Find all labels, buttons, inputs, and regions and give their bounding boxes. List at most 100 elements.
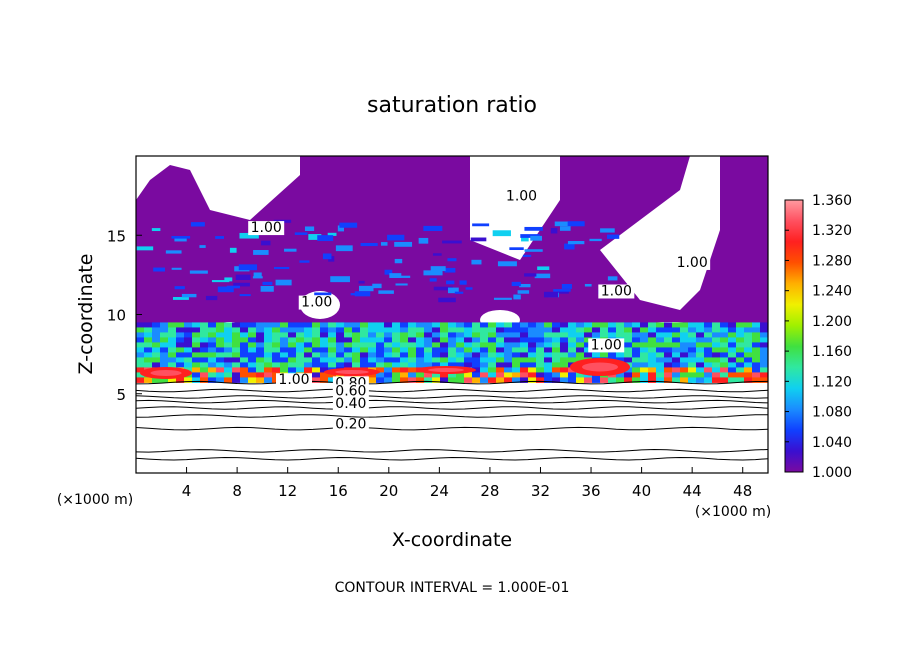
field-cell <box>560 377 569 383</box>
field-streak <box>459 280 467 285</box>
field-cell <box>632 347 641 353</box>
field-cell <box>248 327 257 333</box>
field-cell <box>160 352 169 358</box>
field-cell <box>736 337 745 343</box>
field-cell <box>224 342 233 348</box>
field-streak <box>172 297 189 300</box>
field-cell <box>720 352 729 358</box>
field-cell <box>440 327 449 333</box>
field-cell <box>488 367 497 373</box>
field-cell <box>440 372 449 378</box>
field-cell <box>696 342 705 348</box>
field-streak <box>444 267 456 273</box>
field-cell <box>264 357 273 363</box>
field-cell <box>520 372 529 378</box>
field-cell <box>560 347 569 353</box>
field-cell <box>632 377 641 383</box>
contour-label: 0.60 <box>335 383 366 399</box>
field-cell <box>528 377 537 383</box>
field-cell <box>752 342 761 348</box>
field-cell <box>672 352 681 358</box>
field-cell <box>248 342 257 348</box>
field-cell <box>464 357 473 363</box>
field-cell <box>400 347 409 353</box>
field-cell <box>184 347 193 353</box>
field-cell <box>560 352 569 358</box>
field-cell <box>512 337 521 343</box>
field-cell <box>280 342 289 348</box>
field-cell <box>544 367 553 373</box>
field-cell <box>416 322 425 328</box>
field-cell <box>552 342 561 348</box>
field-cell <box>480 332 489 338</box>
field-cell <box>680 347 689 353</box>
field-cell <box>376 367 385 373</box>
field-cell <box>520 342 529 348</box>
field-cell <box>432 342 441 348</box>
field-cell <box>168 342 177 348</box>
field-streak <box>423 270 443 276</box>
field-cell <box>296 352 305 358</box>
field-cell <box>192 357 201 363</box>
x-tick-label: 24 <box>430 482 449 500</box>
colorbar-tick-label: 1.120 <box>812 374 852 390</box>
field-streak <box>554 221 572 227</box>
field-cell <box>600 322 609 328</box>
field-cell <box>360 347 369 353</box>
field-cell <box>744 367 753 373</box>
field-cell <box>536 332 545 338</box>
field-cell <box>512 362 521 368</box>
contour-label: 1.00 <box>251 220 282 236</box>
field-cell <box>568 372 577 378</box>
field-cell <box>248 372 257 378</box>
field-cell <box>416 357 425 363</box>
field-streak <box>394 258 403 264</box>
field-cell <box>152 357 161 363</box>
field-cell <box>552 367 561 373</box>
field-streak <box>275 279 292 286</box>
field-cell <box>504 352 513 358</box>
field-cell <box>432 362 441 368</box>
field-cell <box>496 352 505 358</box>
field-cell <box>360 327 369 333</box>
field-cell <box>384 367 393 373</box>
field-streak <box>524 273 537 277</box>
field-cell <box>152 337 161 343</box>
field-cell <box>608 322 617 328</box>
field-streak <box>224 277 233 282</box>
field-cell <box>600 352 609 358</box>
field-cell <box>184 322 193 328</box>
field-cell <box>672 332 681 338</box>
field-cell <box>432 357 441 363</box>
field-cell <box>320 337 329 343</box>
field-cell <box>728 322 737 328</box>
field-cell <box>168 322 177 328</box>
field-cell <box>568 342 577 348</box>
field-cell <box>464 372 473 378</box>
field-cell <box>416 377 425 383</box>
field-cell <box>720 372 729 378</box>
field-cell <box>760 372 768 378</box>
field-cell <box>624 332 633 338</box>
field-cell <box>456 357 465 363</box>
field-streak <box>339 222 358 228</box>
field-cell <box>232 347 241 353</box>
field-cell <box>672 337 681 343</box>
field-cell <box>640 377 649 383</box>
field-cell <box>632 352 641 358</box>
x-tick-label: 12 <box>278 482 297 500</box>
field-cell <box>152 342 161 348</box>
field-cell <box>232 337 241 343</box>
field-cell <box>408 367 417 373</box>
field-cell <box>576 377 585 383</box>
field-cell <box>440 377 449 383</box>
field-cell <box>240 342 249 348</box>
field-cell <box>392 362 401 368</box>
field-cell <box>304 347 313 353</box>
field-cell <box>192 342 201 348</box>
field-cell <box>488 322 497 328</box>
field-cell <box>432 322 441 328</box>
field-cell <box>640 327 649 333</box>
field-cell <box>376 357 385 363</box>
field-cell <box>632 367 641 373</box>
